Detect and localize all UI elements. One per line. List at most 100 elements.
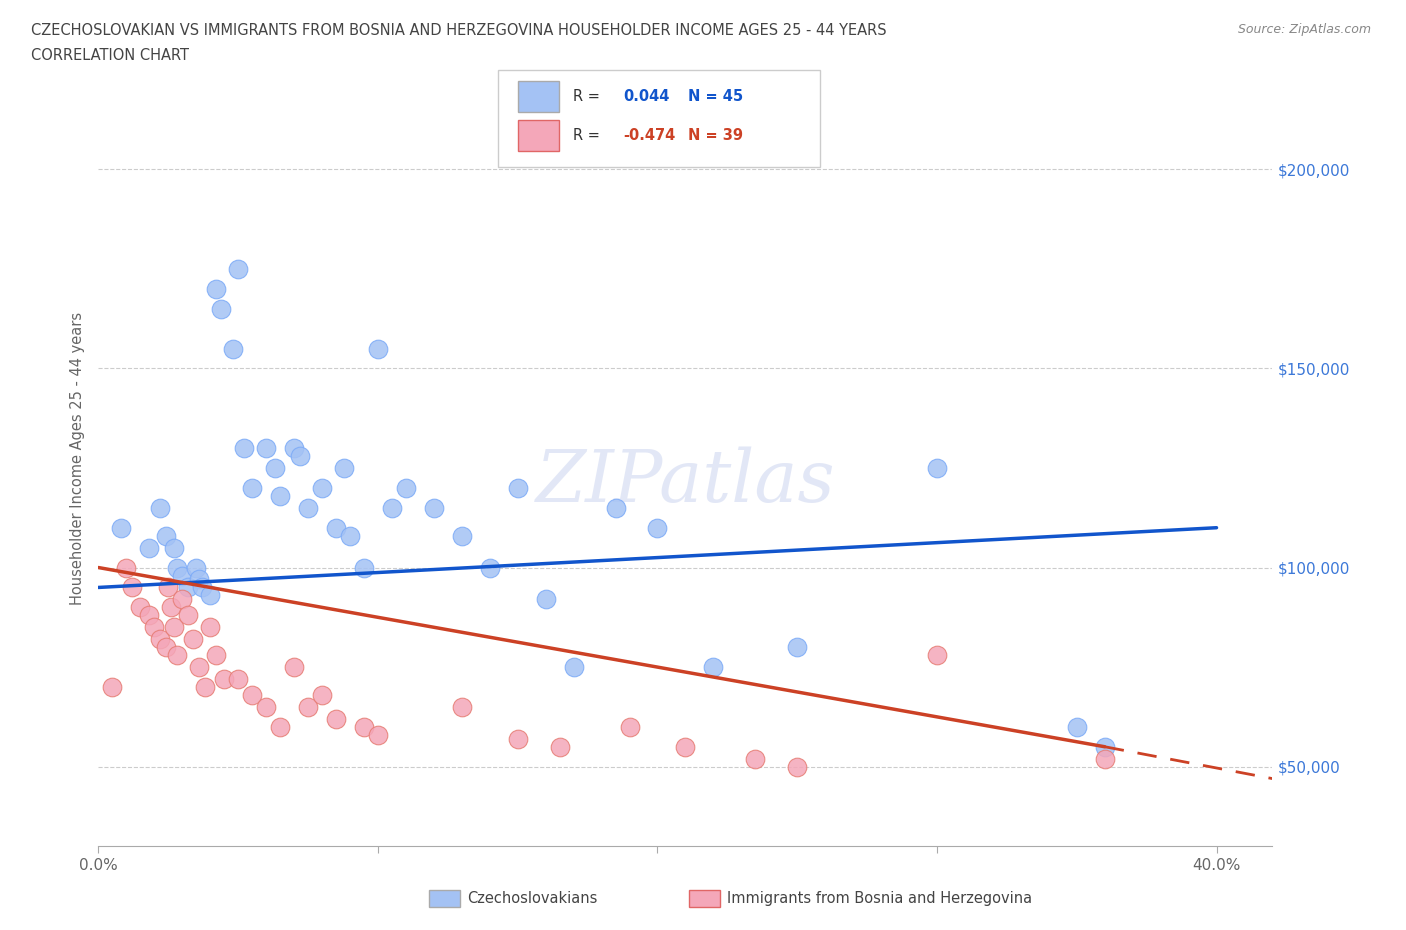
Point (744, 751, 766, 766)
Point (177, 608, 200, 623)
Point (269, 488, 291, 503)
Text: N = 45: N = 45 (688, 89, 742, 104)
Point (381, 500, 404, 515)
Point (311, 687, 333, 702)
Point (647, 520, 669, 535)
Point (339, 528, 361, 543)
Text: Czechoslovakians: Czechoslovakians (467, 891, 598, 906)
Point (205, 647, 228, 662)
Point (163, 540, 186, 555)
Point (1066, 720, 1088, 735)
Point (200, 619, 222, 634)
Point (925, 460, 948, 475)
Point (325, 520, 347, 535)
Point (263, 460, 285, 475)
Point (191, 580, 214, 595)
Text: N = 39: N = 39 (688, 128, 742, 143)
Point (138, 540, 160, 555)
Point (212, 671, 235, 686)
Point (450, 699, 472, 714)
Point (188, 659, 211, 674)
Point (157, 580, 180, 595)
Point (1094, 751, 1116, 766)
Point (166, 647, 188, 662)
Text: Immigrants from Bosnia and Herzegovina: Immigrants from Bosnia and Herzegovina (727, 891, 1032, 906)
Point (115, 560, 138, 575)
Point (605, 500, 627, 515)
Point (205, 282, 228, 297)
Point (149, 500, 172, 515)
Point (200, 588, 222, 603)
Point (786, 759, 808, 774)
FancyBboxPatch shape (517, 120, 558, 152)
Point (283, 441, 305, 456)
Point (232, 441, 254, 456)
Point (325, 711, 347, 726)
Text: R =: R = (572, 89, 605, 104)
Point (155, 528, 177, 543)
Point (506, 731, 529, 746)
Text: Source: ZipAtlas.com: Source: ZipAtlas.com (1237, 23, 1371, 36)
Point (143, 619, 166, 634)
FancyBboxPatch shape (517, 82, 558, 113)
Point (183, 631, 205, 646)
Y-axis label: Householder Income Ages 25 - 44 years: Householder Income Ages 25 - 44 years (69, 312, 84, 604)
Text: ZIPatlas: ZIPatlas (536, 446, 835, 516)
Point (450, 528, 472, 543)
Point (506, 481, 529, 496)
Point (163, 619, 186, 634)
Point (240, 481, 263, 496)
Point (160, 600, 183, 615)
Point (367, 341, 389, 356)
Point (283, 659, 305, 674)
Point (172, 592, 194, 607)
Point (534, 592, 557, 607)
Point (172, 568, 194, 583)
Point (367, 727, 389, 742)
Point (395, 481, 418, 496)
Point (269, 720, 291, 735)
Point (166, 560, 188, 575)
Point (297, 699, 319, 714)
Point (209, 301, 232, 316)
Point (333, 460, 356, 475)
Point (619, 720, 641, 735)
Point (240, 687, 263, 702)
Text: -0.474: -0.474 (623, 128, 675, 143)
Point (702, 659, 724, 674)
Point (188, 572, 211, 587)
Point (129, 600, 152, 615)
Point (297, 500, 319, 515)
Point (1094, 739, 1116, 754)
Point (226, 671, 249, 686)
Text: 0.044: 0.044 (623, 89, 669, 104)
Point (149, 631, 172, 646)
Point (110, 520, 132, 535)
Point (548, 739, 571, 754)
Point (478, 560, 501, 575)
Text: R =: R = (572, 128, 605, 143)
Point (254, 441, 277, 456)
Point (186, 560, 208, 575)
Point (121, 580, 143, 595)
Text: CORRELATION CHART: CORRELATION CHART (31, 48, 188, 63)
Text: CZECHOSLOVAKIAN VS IMMIGRANTS FROM BOSNIA AND HERZEGOVINA HOUSEHOLDER INCOME AGE: CZECHOSLOVAKIAN VS IMMIGRANTS FROM BOSNI… (31, 23, 887, 38)
Point (562, 659, 585, 674)
Point (786, 640, 808, 655)
Point (423, 500, 446, 515)
Point (311, 481, 333, 496)
Point (288, 448, 311, 463)
Point (353, 720, 375, 735)
Point (194, 680, 217, 695)
Point (925, 647, 948, 662)
Point (138, 608, 160, 623)
Point (226, 261, 249, 276)
Point (675, 739, 697, 754)
Point (221, 341, 243, 356)
Point (353, 560, 375, 575)
FancyBboxPatch shape (498, 70, 821, 166)
Point (101, 680, 124, 695)
Point (155, 640, 177, 655)
Point (177, 580, 200, 595)
Point (254, 699, 277, 714)
